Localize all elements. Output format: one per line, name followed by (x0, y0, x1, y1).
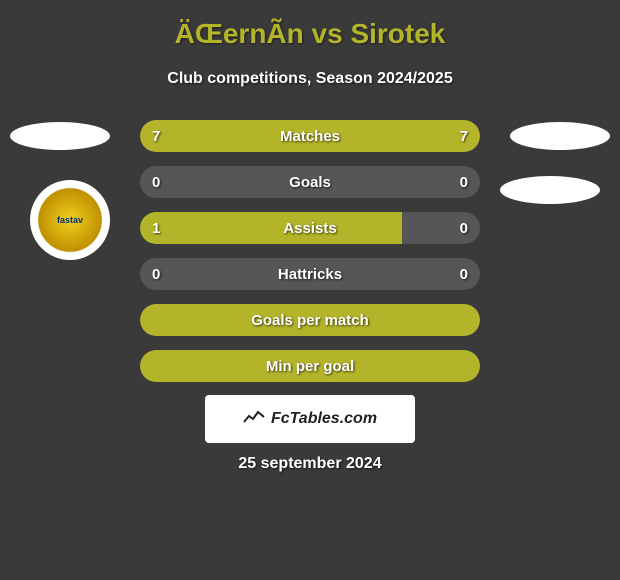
club-right-logo (500, 176, 600, 204)
footer-date: 25 september 2024 (0, 455, 620, 473)
player-right-avatar (510, 122, 610, 150)
bar-value-left: 7 (152, 120, 160, 152)
bar-value-right: 0 (460, 212, 468, 244)
bar-value-left: 0 (152, 166, 160, 198)
bar-value-left: 1 (152, 212, 160, 244)
bar-label: Matches (140, 120, 480, 152)
bar-value-right: 0 (460, 166, 468, 198)
club-left-logo: fastav (30, 180, 110, 260)
stat-bar-row: Goals per match (140, 304, 480, 336)
bar-label: Assists (140, 212, 480, 244)
stat-bar-row: Hattricks0 0 (140, 258, 480, 290)
brand-text: FcTables.com (271, 410, 377, 428)
brand-badge: FcTables.com (205, 395, 415, 443)
stat-bar-row: Matches7 7 (140, 120, 480, 152)
stat-bar-row: Goals0 0 (140, 166, 480, 198)
bar-label: Goals per match (140, 304, 480, 336)
stat-bar-row: Assists1 0 (140, 212, 480, 244)
bar-label: Hattricks (140, 258, 480, 290)
bar-value-right: 0 (460, 258, 468, 290)
player-left-avatar (10, 122, 110, 150)
bar-label: Min per goal (140, 350, 480, 382)
page-subtitle: Club competitions, Season 2024/2025 (0, 70, 620, 88)
brand-icon (243, 408, 265, 431)
bar-value-right: 7 (460, 120, 468, 152)
bar-label: Goals (140, 166, 480, 198)
page-title: ÄŒernÃ­n vs Sirotek (0, 0, 620, 50)
stats-bars-container: Matches77Goals00Assists10Hattricks00Goal… (140, 120, 480, 396)
bar-value-left: 0 (152, 258, 160, 290)
stat-bar-row: Min per goal (140, 350, 480, 382)
